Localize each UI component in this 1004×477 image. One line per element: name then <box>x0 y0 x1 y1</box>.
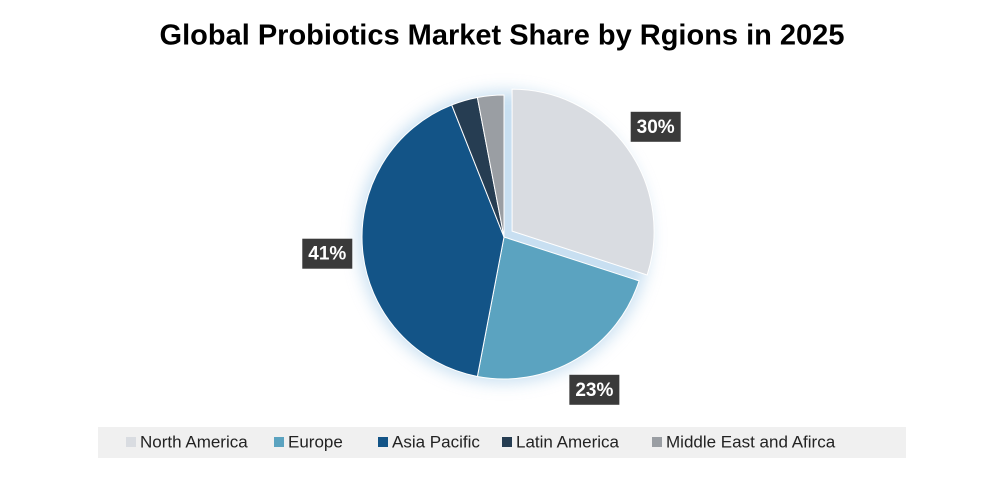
legend-swatch <box>274 437 284 447</box>
pie: 30% 23% 41% <box>302 88 681 405</box>
data-label-box <box>569 374 620 405</box>
legend-label: Europe <box>288 432 343 451</box>
chart-title: Global Probiotics Market Share by Rgions… <box>160 20 845 52</box>
data-label: 41% <box>308 244 346 265</box>
pie-slice <box>476 236 640 380</box>
legend-label: North America <box>140 432 248 451</box>
legend-swatch <box>652 437 662 447</box>
legend: North America Europe Asia Pacific Latin Ame… <box>126 432 836 451</box>
legend-label: Asia Pacific <box>392 432 480 451</box>
legend-swatch <box>126 437 136 447</box>
pie-slice <box>511 88 655 276</box>
data-label: 30% <box>637 117 675 138</box>
pie-slice <box>476 94 505 238</box>
pie-slice <box>361 104 505 378</box>
data-label-box <box>302 238 353 269</box>
data-label-box <box>630 111 681 142</box>
data-label: 23% <box>575 380 613 401</box>
legend-label: Latin America <box>516 432 620 451</box>
legend-label: Middle East and Afirca <box>666 432 836 451</box>
legend-swatch <box>502 437 512 447</box>
legend-swatch <box>378 437 388 447</box>
